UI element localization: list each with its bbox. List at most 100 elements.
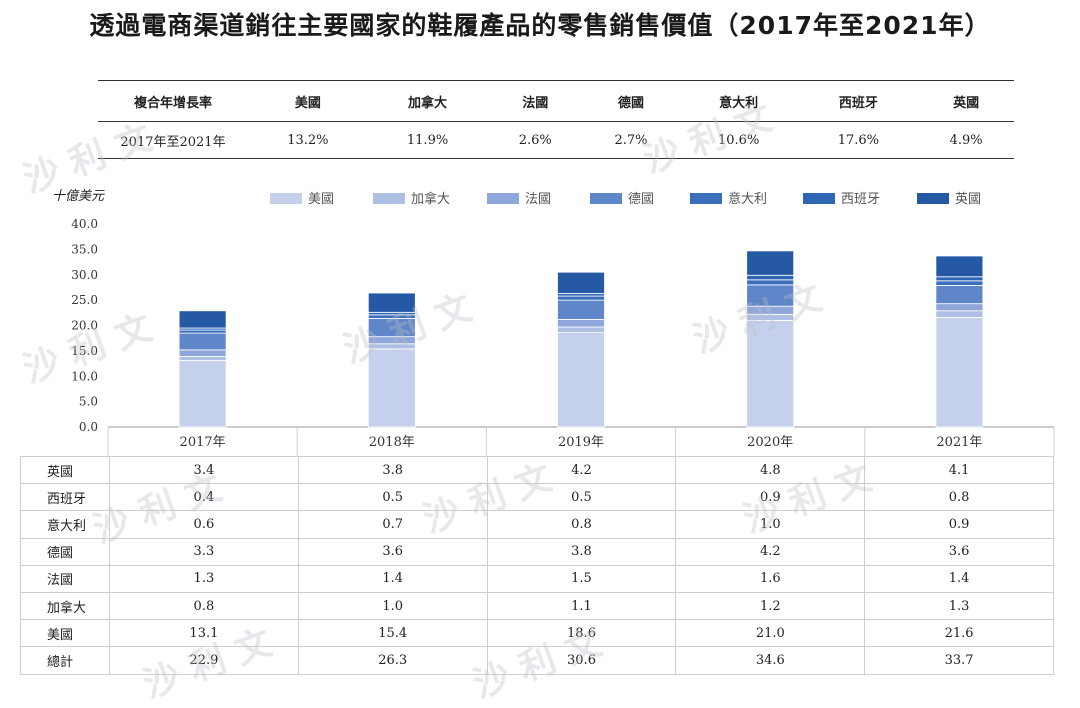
y-tick-label: 5.0 xyxy=(79,395,98,409)
table-cell: 1.2 xyxy=(675,591,866,621)
table-cell: 3.8 xyxy=(486,537,677,566)
cagr-row-label: 2017年至2021年 xyxy=(98,121,248,159)
legend-swatch xyxy=(690,193,722,204)
table-cell: 3.6 xyxy=(864,537,1054,566)
y-tick-label: 0.0 xyxy=(79,420,98,434)
table-cell: 4.2 xyxy=(675,537,866,566)
table-row: 美國 13.1 15.4 18.6 21.0 21.6 xyxy=(20,619,1054,648)
bar-segment xyxy=(367,348,416,428)
cagr-value: 2.7% xyxy=(583,121,679,159)
bar-segment xyxy=(367,317,416,338)
table-cell: 3.8 xyxy=(297,455,488,485)
table-cell: 1.4 xyxy=(864,564,1054,593)
legend-swatch xyxy=(917,193,949,204)
cagr-col-header: 加拿大 xyxy=(367,80,488,122)
table-row-label: 德國 xyxy=(20,537,110,566)
table-row: 西班牙 0.4 0.5 0.5 0.9 0.8 xyxy=(20,483,1054,512)
cagr-col-header: 德國 xyxy=(583,80,679,122)
bar-segment xyxy=(557,271,605,294)
table-cell: 0.8 xyxy=(864,483,1054,512)
bar-segment xyxy=(935,255,984,278)
bar-segment xyxy=(746,250,795,276)
table-row-label: 西班牙 xyxy=(20,483,110,512)
bar-segment xyxy=(557,326,605,334)
table-row-label: 英國 xyxy=(20,455,110,485)
table-cell: 0.5 xyxy=(486,483,677,512)
cagr-table: 複合年增長率 美國 加拿大 法國 德國 意大利 西班牙 英國 2017年至202… xyxy=(98,80,1014,159)
cagr-value: 17.6% xyxy=(798,121,919,159)
table-cell: 26.3 xyxy=(297,646,488,675)
y-tick-label: 10.0 xyxy=(71,369,98,383)
table-cell: 0.9 xyxy=(675,483,866,512)
table-cell: 1.0 xyxy=(297,591,488,621)
table-cell: 1.1 xyxy=(486,591,677,621)
table-row-label: 總計 xyxy=(20,646,110,675)
table-cell: 22.9 xyxy=(109,646,299,675)
table-cell: 1.3 xyxy=(109,564,299,593)
cagr-col-header: 英國 xyxy=(918,80,1014,122)
y-tick-label: 40.0 xyxy=(71,217,98,231)
bar-segment xyxy=(935,276,984,282)
table-cell: 0.7 xyxy=(297,510,488,539)
cagr-value: 4.9% xyxy=(918,121,1014,159)
bar-segment xyxy=(935,316,984,428)
x-tick-label: 2019年 xyxy=(558,435,604,450)
table-cell: 0.8 xyxy=(486,510,677,539)
table-cell: 0.8 xyxy=(109,591,299,621)
table-cell: 0.4 xyxy=(109,483,299,512)
bar-segment xyxy=(178,329,227,334)
cagr-value: 2.6% xyxy=(487,121,584,159)
legend-label: 西班牙 xyxy=(841,192,880,207)
table-row: 總計 22.9 26.3 30.6 34.6 33.7 xyxy=(20,646,1054,675)
bar-segment xyxy=(367,343,416,350)
y-tick-label: 20.0 xyxy=(71,319,98,333)
y-tick-label: 30.0 xyxy=(71,268,98,282)
table-cell: 4.1 xyxy=(864,455,1054,485)
bar-segment xyxy=(746,279,795,286)
table-cell: 13.1 xyxy=(109,619,299,648)
table-cell: 1.0 xyxy=(675,510,866,539)
cagr-col-header: 美國 xyxy=(248,80,368,122)
table-row: 英國 3.4 3.8 4.2 4.8 4.1 xyxy=(20,455,1054,485)
cagr-header-label: 複合年增長率 xyxy=(98,80,248,122)
table-cell: 30.6 xyxy=(486,646,677,675)
table-row-label: 法國 xyxy=(20,564,110,593)
table-row: 法國 1.3 1.4 1.5 1.6 1.4 xyxy=(20,564,1054,593)
bar-segment xyxy=(746,274,795,281)
bar-segment xyxy=(178,310,227,329)
table-row: 德國 3.3 3.6 3.8 4.2 3.6 xyxy=(20,537,1054,566)
y-tick-label: 35.0 xyxy=(71,242,98,256)
table-row-label: 加拿大 xyxy=(20,591,110,621)
cagr-col-header: 法國 xyxy=(487,80,584,122)
bar-segment xyxy=(557,299,605,320)
table-cell: 3.6 xyxy=(297,537,488,566)
table-row-label: 意大利 xyxy=(20,510,110,539)
bar-segment xyxy=(746,313,795,321)
table-cell: 3.3 xyxy=(109,537,299,566)
table-cell: 21.6 xyxy=(864,619,1054,648)
cagr-header-row: 複合年增長率 美國 加拿大 法國 德國 意大利 西班牙 英國 xyxy=(98,80,1014,122)
cagr-col-header: 意大利 xyxy=(678,80,799,122)
x-tick-label: 2020年 xyxy=(747,435,793,450)
legend-swatch xyxy=(270,193,302,204)
bar-segment xyxy=(367,336,416,345)
bar-segment xyxy=(746,284,795,307)
legend-label: 意大利 xyxy=(728,191,767,207)
table-cell: 4.8 xyxy=(675,455,866,485)
table-row-label: 美國 xyxy=(20,619,110,648)
bar-segment xyxy=(557,319,605,328)
table-cell: 3.4 xyxy=(109,455,299,485)
page-title: 透過電商渠道銷往主要國家的鞋履產品的零售銷售價值（2017年至2021年） xyxy=(89,11,991,40)
table-cell: 33.7 xyxy=(864,646,1054,675)
table-cell: 34.6 xyxy=(675,646,866,675)
x-tick-label: 2021年 xyxy=(936,435,982,450)
table-cell: 1.4 xyxy=(297,564,488,593)
x-tick-label: 2017年 xyxy=(180,435,226,450)
table-cell: 1.5 xyxy=(486,564,677,593)
bar-segment xyxy=(367,292,416,313)
bar-segment xyxy=(557,295,605,301)
table-row: 加拿大 0.8 1.0 1.1 1.2 1.3 xyxy=(20,591,1054,621)
legend-label: 德國 xyxy=(628,192,654,207)
table-cell: 0.6 xyxy=(109,510,299,539)
table-cell: 1.6 xyxy=(675,564,866,593)
